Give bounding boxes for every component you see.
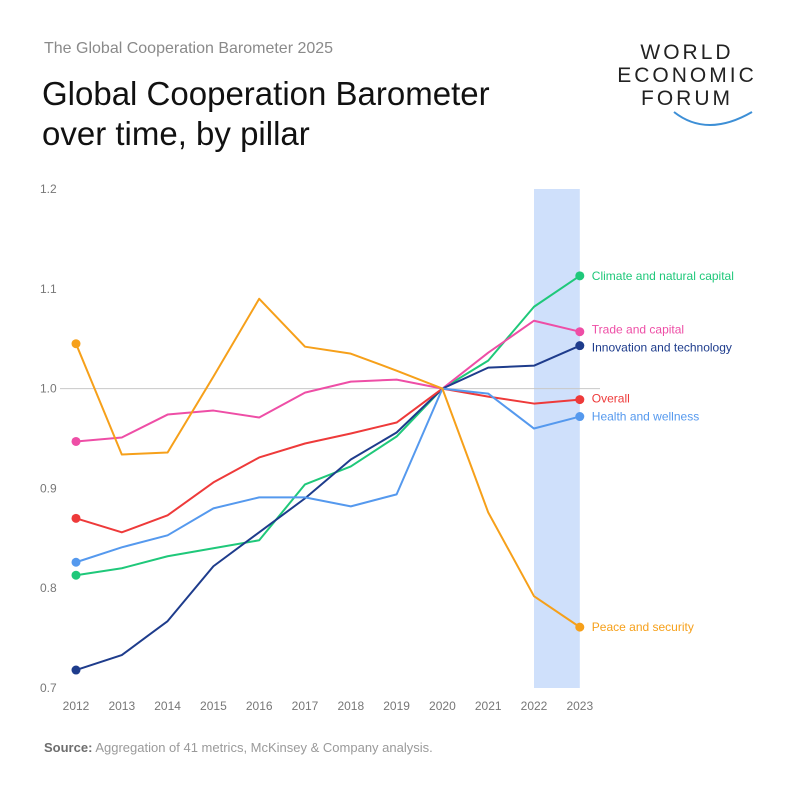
end-point-trade-and-capital — [575, 327, 585, 337]
end-point-peace-and-security — [575, 622, 585, 632]
end-point-climate-and-natural-capital — [575, 271, 585, 281]
series-label-climate-and-natural-capital: Climate and natural capital — [592, 269, 734, 283]
x-tick-label-2017: 2017 — [292, 699, 319, 713]
x-tick-label-2019: 2019 — [383, 699, 410, 713]
chart-title-line-1: Global Cooperation Barometer — [42, 75, 490, 112]
start-point-health-and-wellness — [71, 557, 81, 567]
series-line-peace-and-security — [75, 297, 581, 628]
source-text: Aggregation of 41 metrics, McKinsey & Co… — [95, 740, 433, 755]
x-tick-label-2013: 2013 — [108, 699, 135, 713]
highlight-band — [534, 189, 580, 688]
y-tick-label-3: 1.0 — [40, 382, 57, 396]
end-point-innovation-and-technology — [575, 341, 585, 351]
series-line-overall — [75, 387, 580, 534]
series-line-trade-and-capital — [75, 319, 581, 443]
start-point-overall — [71, 513, 81, 523]
series-label-health-and-wellness: Health and wellness — [592, 410, 699, 424]
x-tick-label-2012: 2012 — [63, 699, 90, 713]
x-tick-label-2022: 2022 — [521, 699, 548, 713]
x-tick-label-2023: 2023 — [566, 699, 593, 713]
logo-line-world: WORLD — [640, 41, 734, 64]
x-tick-label-2020: 2020 — [429, 699, 456, 713]
series-line-climate-and-natural-capital — [75, 274, 581, 577]
logo-line-forum: FORUM — [641, 87, 733, 110]
y-tick-label-1: 0.8 — [40, 581, 57, 595]
x-tick-label-2016: 2016 — [246, 699, 273, 713]
line-chart: 0.7 0.8 0.9 1.0 1.1 1.2 2012 2013 2014 2015 2016 20… — [40, 182, 734, 713]
end-point-health-and-wellness — [575, 412, 585, 422]
source-label: Source: — [44, 740, 93, 755]
chart-title-line-2: over time, by pillar — [42, 115, 310, 152]
x-tick-label-2014: 2014 — [154, 699, 181, 713]
wef-logo: WORLD ECONOMIC FORUM — [612, 40, 762, 132]
start-point-innovation-and-technology — [71, 665, 81, 675]
start-point-peace-and-security — [71, 339, 81, 349]
chart-title: Global Cooperation Barometer over time, … — [42, 74, 602, 154]
logo-line-economic: ECONOMIC — [617, 64, 757, 87]
y-tick-label-0: 0.7 — [40, 681, 57, 695]
end-point-overall — [575, 395, 585, 405]
series-line-health-and-wellness — [75, 387, 581, 564]
x-tick-label-2015: 2015 — [200, 699, 227, 713]
series-label-overall: Overall — [592, 392, 630, 406]
start-point-climate-and-natural-capital — [71, 570, 81, 580]
series-label-innovation-and-technology: Innovation and technology — [592, 341, 732, 355]
logo-arc-icon — [673, 111, 753, 126]
start-point-trade-and-capital — [71, 436, 81, 446]
x-tick-label-2021: 2021 — [475, 699, 502, 713]
y-tick-label-2: 0.9 — [40, 481, 57, 495]
x-tick-label-2018: 2018 — [337, 699, 364, 713]
source-note: Source: Aggregation of 41 metrics, McKin… — [44, 740, 433, 755]
y-tick-label-5: 1.2 — [40, 182, 57, 196]
y-tick-label-4: 1.1 — [40, 282, 57, 296]
series-line-innovation-and-technology — [75, 344, 581, 671]
chart-subtitle: The Global Cooperation Barometer 2025 — [44, 40, 334, 57]
series-label-trade-and-capital: Trade and capital — [592, 323, 684, 337]
series-label-peace-and-security: Peace and security — [592, 620, 694, 634]
